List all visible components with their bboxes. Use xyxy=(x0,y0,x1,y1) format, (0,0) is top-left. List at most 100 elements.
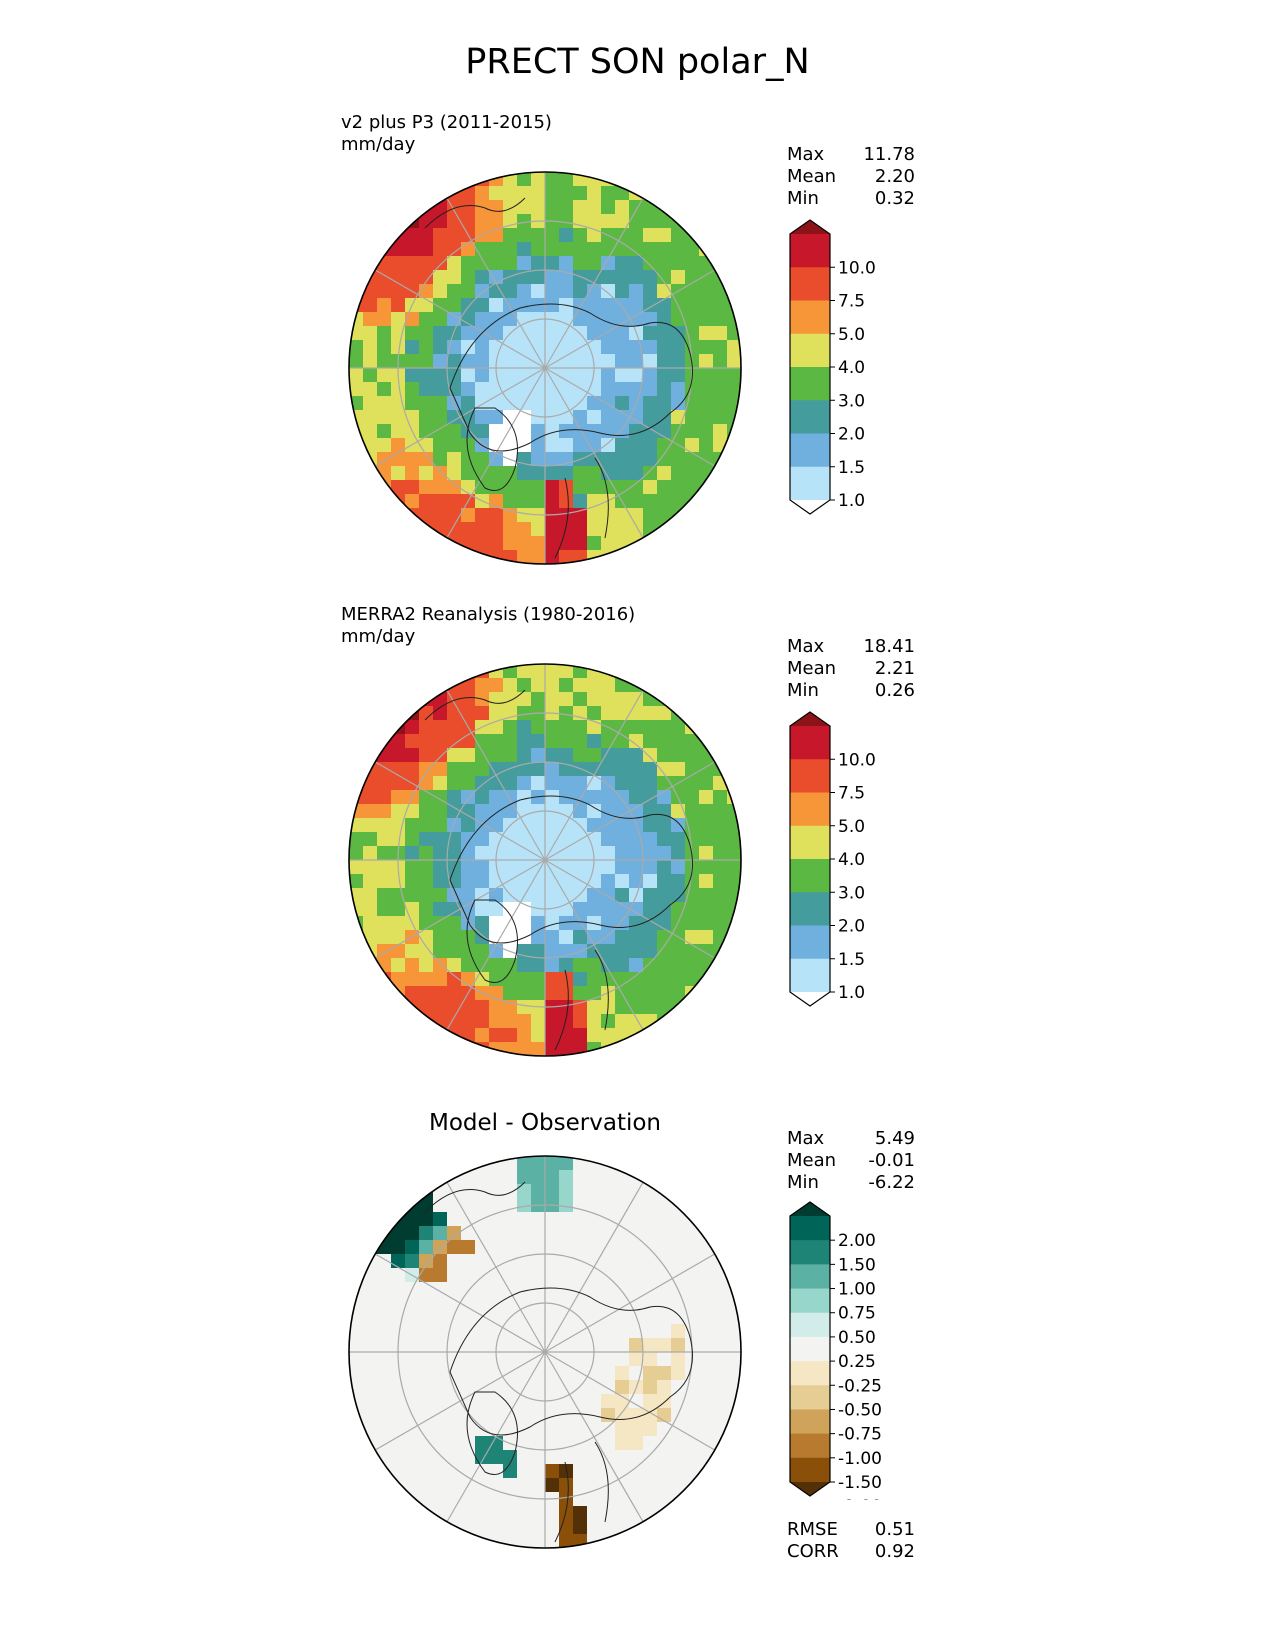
map-cell xyxy=(671,1240,686,1255)
map-cell xyxy=(587,776,602,791)
map-cell xyxy=(657,466,672,481)
map-cell xyxy=(377,1296,392,1311)
map-cell xyxy=(531,888,546,903)
map-cell xyxy=(363,326,378,341)
map-cell xyxy=(447,424,462,439)
map-cell xyxy=(657,494,672,509)
map-cell xyxy=(503,776,518,791)
map-cell xyxy=(587,1268,602,1283)
map-cell xyxy=(489,972,504,987)
map-cell xyxy=(699,1310,714,1325)
map-cell xyxy=(559,720,574,735)
map-cell xyxy=(573,368,588,383)
map-cell xyxy=(503,846,518,861)
map-cell xyxy=(475,1268,490,1283)
map-cell xyxy=(489,284,504,299)
map-cell xyxy=(447,438,462,453)
map-cell xyxy=(601,1520,616,1535)
map-cell xyxy=(587,748,602,763)
map-cell xyxy=(643,438,658,453)
map-cell xyxy=(419,1254,434,1269)
map-cell xyxy=(489,1240,504,1255)
map-cell xyxy=(657,888,672,903)
meridian-line xyxy=(544,1351,716,1451)
map-cell xyxy=(475,944,490,959)
map-cell xyxy=(461,762,476,777)
map-cell xyxy=(629,734,644,749)
map-cell xyxy=(475,734,490,749)
map-cell xyxy=(559,692,574,707)
map-cell xyxy=(377,424,392,439)
map-cell xyxy=(377,1394,392,1409)
map-cell xyxy=(489,734,504,749)
map-cell xyxy=(363,1254,378,1269)
map-cell xyxy=(489,1000,504,1015)
colorbar-tick-label: 0.50 xyxy=(838,1328,876,1348)
map-cell xyxy=(517,1366,532,1381)
colorbar-tick-label: 1.5 xyxy=(838,458,865,478)
map-cell xyxy=(671,1450,686,1465)
map-cell xyxy=(433,944,448,959)
map-cell xyxy=(461,298,476,313)
map-cell xyxy=(713,1296,728,1311)
map-cell xyxy=(713,860,728,875)
map-cell xyxy=(475,424,490,439)
map-cell xyxy=(405,242,420,257)
map-cell xyxy=(587,522,602,537)
map-cell xyxy=(531,284,546,299)
map-cell xyxy=(671,1254,686,1269)
meridian-line xyxy=(544,1181,644,1353)
map-cell xyxy=(391,720,406,735)
map-cell xyxy=(587,678,602,693)
map-cell xyxy=(587,1422,602,1437)
map-cell xyxy=(517,986,532,1001)
map-cell xyxy=(685,340,700,355)
map-cell xyxy=(643,972,658,987)
map-cell xyxy=(559,1000,574,1015)
map-cell xyxy=(419,860,434,875)
stat-value: 18.41 xyxy=(863,636,915,657)
map-cell xyxy=(559,930,574,945)
map-cell xyxy=(405,1198,420,1213)
map-cell xyxy=(671,860,686,875)
map-cell xyxy=(517,748,532,763)
map-cell xyxy=(405,720,420,735)
map-cell xyxy=(615,930,630,945)
map-cell xyxy=(657,1254,672,1269)
map-cell xyxy=(573,1422,588,1437)
map-cell xyxy=(433,1000,448,1015)
map-cell xyxy=(517,480,532,495)
map-cell xyxy=(391,1226,406,1241)
map-cell xyxy=(531,1450,546,1465)
map-cell xyxy=(433,902,448,917)
map-cell xyxy=(671,818,686,833)
map-cell xyxy=(447,1408,462,1423)
map-cell xyxy=(377,776,392,791)
map-cell xyxy=(391,1478,406,1493)
map-cell xyxy=(517,1450,532,1465)
colorbar-tick-label: 2.0 xyxy=(838,425,865,445)
map-cell xyxy=(503,256,518,271)
map-cell xyxy=(377,410,392,425)
map-cell xyxy=(545,1028,560,1043)
map-cell xyxy=(685,804,700,819)
map-cell xyxy=(615,958,630,973)
colorbar-tick-label: 1.00 xyxy=(838,1280,876,1300)
map-cell xyxy=(713,888,728,903)
map-cell xyxy=(433,1296,448,1311)
map-cell xyxy=(503,1014,518,1029)
meridian-line xyxy=(374,1253,546,1353)
map-cell xyxy=(629,312,644,327)
map-cell xyxy=(377,860,392,875)
map-cell xyxy=(433,214,448,229)
map-cell xyxy=(559,550,574,564)
map-cell xyxy=(503,1520,518,1535)
map-cell xyxy=(447,734,462,749)
map-cell xyxy=(629,1240,644,1255)
map-cell xyxy=(727,438,741,453)
map-cell xyxy=(643,776,658,791)
map-cell xyxy=(475,1324,490,1339)
map-cell xyxy=(601,214,616,229)
map-cell xyxy=(503,706,518,721)
colorbar-segment xyxy=(790,825,830,860)
